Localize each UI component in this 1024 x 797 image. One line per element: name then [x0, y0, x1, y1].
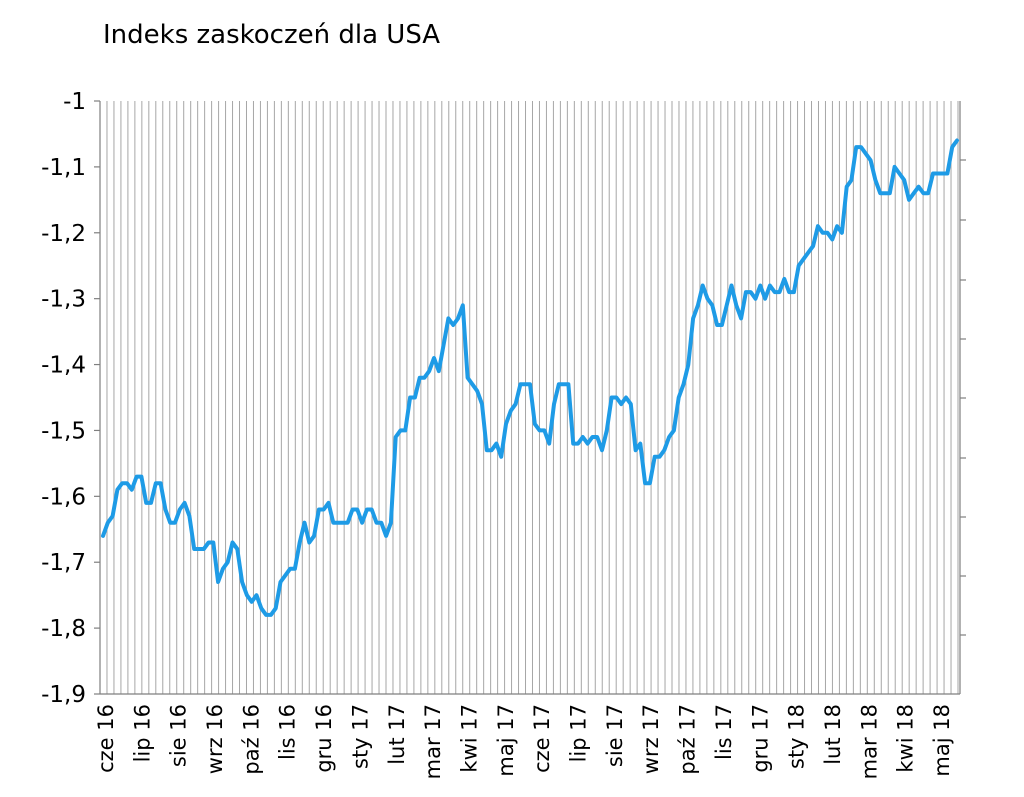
x-tick-label: paź 16 — [239, 704, 263, 775]
x-tick-label: lis 16 — [276, 704, 300, 760]
series-line — [101, 138, 959, 617]
x-tick-label: sty 18 — [785, 704, 809, 769]
y-tick-label: -1,8 — [41, 616, 86, 642]
y-tick-label: -1 — [63, 89, 86, 115]
y-tick-label: -1,1 — [41, 155, 86, 181]
x-tick-label: paź 17 — [676, 704, 700, 775]
y-tick-label: -1,5 — [41, 418, 86, 444]
y-tick-label: -1,3 — [41, 287, 86, 313]
x-tick-label: mar 18 — [857, 704, 881, 779]
x-tick-label: lip 17 — [567, 704, 591, 762]
x-tick-label: wrz 16 — [203, 704, 227, 774]
x-tick-label: kwi 18 — [894, 704, 918, 773]
x-tick-label: cze 17 — [530, 704, 554, 773]
x-tick-label: lut 18 — [821, 704, 845, 765]
x-tick-label: lis 17 — [712, 704, 736, 760]
series-layer — [101, 138, 959, 617]
x-tick-label: maj 17 — [494, 704, 518, 777]
x-tick-label: cze 16 — [94, 704, 118, 773]
y-tick-label: -1,7 — [41, 550, 86, 576]
y-tick-label: -1,6 — [41, 484, 86, 510]
x-tick-label: sty 17 — [348, 704, 372, 769]
y-tick-labels: -1 -1,1 -1,2 -1,3 -1,4 -1,5 -1,6 -1,7 -1,8 -1,9 — [41, 89, 100, 708]
vertical-gridlines — [99, 101, 959, 694]
y-tick-label: -1,4 — [41, 353, 86, 379]
x-tick-label: lip 16 — [130, 704, 154, 762]
x-tick-label: maj 18 — [930, 704, 954, 777]
x-tick-label: gru 16 — [312, 704, 336, 773]
axes — [99, 101, 966, 695]
x-tick-label: sie 17 — [603, 704, 627, 767]
x-tick-labels: cze 16 lip 16 sie 16 wrz 16 paź 16 lis 16 gru … — [94, 704, 954, 779]
x-tick-label: sie 16 — [167, 704, 191, 767]
y-tick-label: -1,9 — [41, 682, 86, 708]
chart-title: Indeks zaskoczeń dla USA — [103, 20, 441, 50]
x-tick-label: wrz 17 — [639, 704, 663, 774]
x-tick-label: lut 17 — [385, 704, 409, 765]
x-tick-label: kwi 17 — [457, 704, 481, 773]
y-tick-label: -1,2 — [41, 221, 86, 247]
x-tick-label: gru 17 — [748, 704, 772, 773]
x-tick-label: mar 17 — [421, 704, 445, 779]
